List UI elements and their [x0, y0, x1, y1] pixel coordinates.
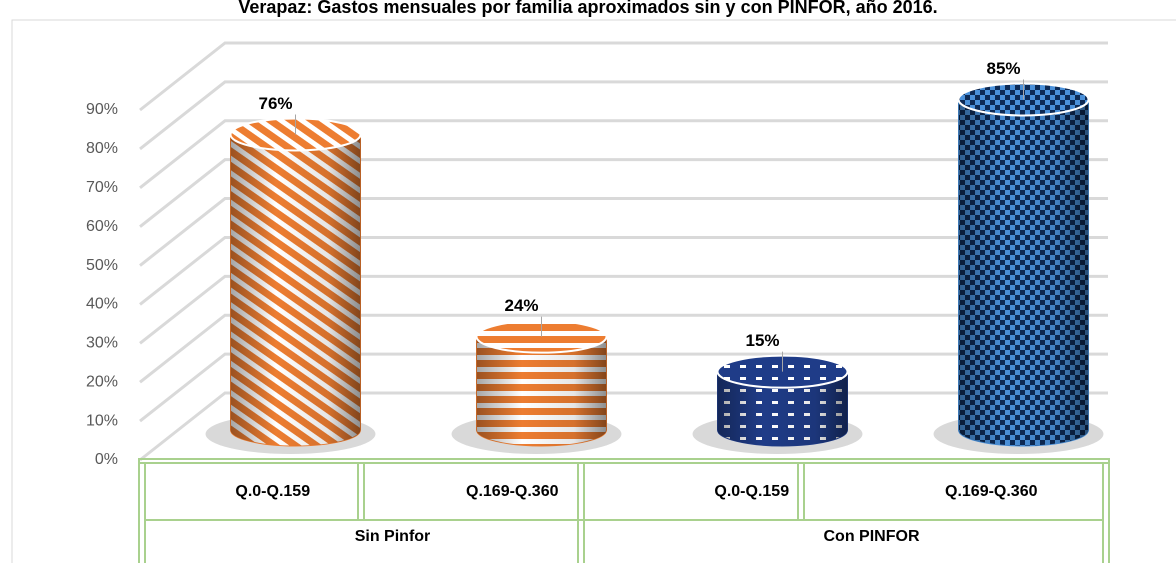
bar-shading [476, 336, 607, 446]
y-tick-label: 20% [86, 373, 118, 390]
x-tick-label: Q.0-Q.159 [714, 483, 789, 500]
y-tick-label: 30% [86, 335, 118, 352]
y-tick-label: 80% [86, 140, 118, 157]
grid [139, 41, 1108, 462]
bar-shading [717, 371, 848, 446]
value-label: 85% [986, 59, 1020, 78]
grid-line [139, 80, 1108, 151]
grid-line [139, 313, 1108, 384]
bar-shading [958, 99, 1089, 446]
chart-border [11, 19, 1176, 563]
y-tick-label: 0% [95, 451, 118, 468]
y-tick-label: 60% [86, 218, 118, 235]
grid-line [139, 41, 1108, 112]
category-table [138, 458, 1110, 563]
group-label: Sin Pinfor [355, 528, 431, 545]
x-tick-label: Q.169-Q.360 [945, 483, 1038, 500]
grid-line [139, 119, 1108, 189]
value-label: 76% [258, 94, 292, 113]
value-label: 15% [745, 331, 779, 350]
y-tick-label: 40% [86, 296, 118, 313]
y-tick-label: 90% [86, 101, 118, 118]
bar-shading [230, 134, 361, 446]
value-label: 24% [504, 296, 538, 315]
group-label: Con PINFOR [824, 528, 920, 545]
x-tick-label: Q.169-Q.360 [466, 483, 559, 500]
labels: 0% 10% 20% 30% 40% 50% 60% 70% 80% 90% 76% 24% 15% 85… [86, 59, 1038, 545]
y-tick-label: 70% [86, 179, 118, 196]
y-tick-label: 50% [86, 257, 118, 274]
grid-line [139, 235, 1108, 306]
bars [205, 79, 1104, 454]
grid-line [139, 158, 1108, 228]
chart-title: Verapaz: Gastos mensuales por familia ap… [238, 0, 937, 17]
y-tick-label: 10% [86, 412, 118, 429]
grid-line [139, 352, 1108, 423]
grid-line [139, 197, 1108, 267]
grid-line [139, 274, 1108, 345]
x-tick-label: Q.0-Q.159 [235, 483, 310, 500]
